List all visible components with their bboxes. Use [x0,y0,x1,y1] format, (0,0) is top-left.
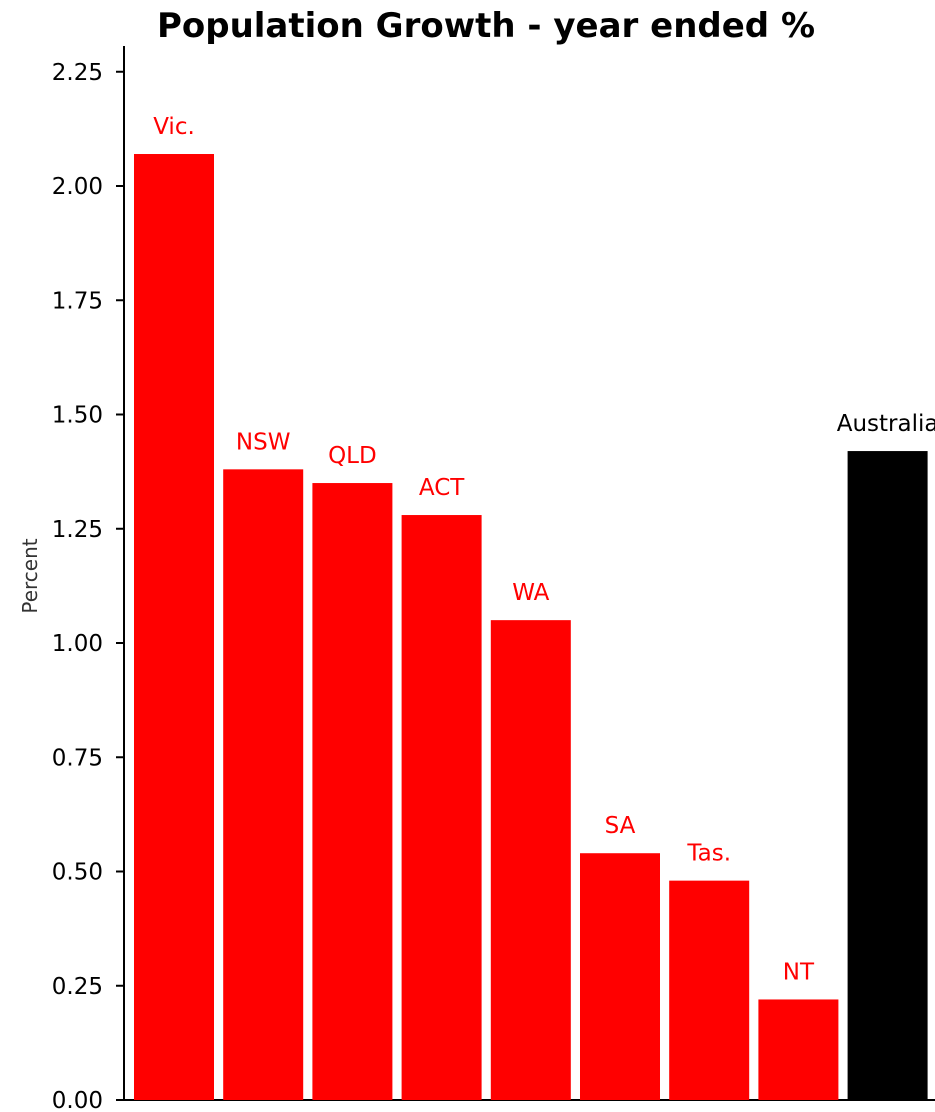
y-tick-label: 1.00 [52,631,103,657]
chart-title: Population Growth - year ended % [157,6,815,46]
bar-labels: Vic. NSW QLD ACT WA SA Tas. NT Australia [153,114,935,985]
bar [312,483,393,1100]
bar [401,515,482,1100]
bar-label: QLD [328,443,377,469]
bar [669,880,750,1100]
bar-label: NT [783,959,815,985]
bar-label: Tas. [686,841,731,867]
bar-label: NSW [236,429,291,455]
y-tick-label: 1.75 [52,288,103,314]
bars [134,154,928,1101]
bar [847,451,928,1100]
y-tick-label: 0.75 [52,745,103,771]
y-ticks: 0.00 0.25 0.50 0.75 1.00 1.25 1.50 1.75 2.00 2.25 [52,60,124,1112]
bar-label: Vic. [153,114,195,140]
y-tick-label: 1.25 [52,517,103,543]
y-tick-label: 0.50 [52,860,103,886]
y-tick-label: 0.25 [52,974,103,1000]
bar-label: Australia [837,411,935,437]
y-tick-label: 2.25 [52,60,103,86]
bar [758,999,839,1100]
bar [223,469,304,1101]
bar [580,853,660,1100]
bar [134,154,214,1100]
bar-label: WA [512,580,549,606]
y-tick-label: 1.50 [52,403,103,429]
bar [490,620,571,1100]
bar-label: SA [605,813,636,839]
bar-label: ACT [419,475,465,501]
y-tick-label: 0.00 [52,1088,103,1112]
y-axis-title: Percent [18,538,42,613]
y-tick-label: 2.00 [52,174,103,200]
